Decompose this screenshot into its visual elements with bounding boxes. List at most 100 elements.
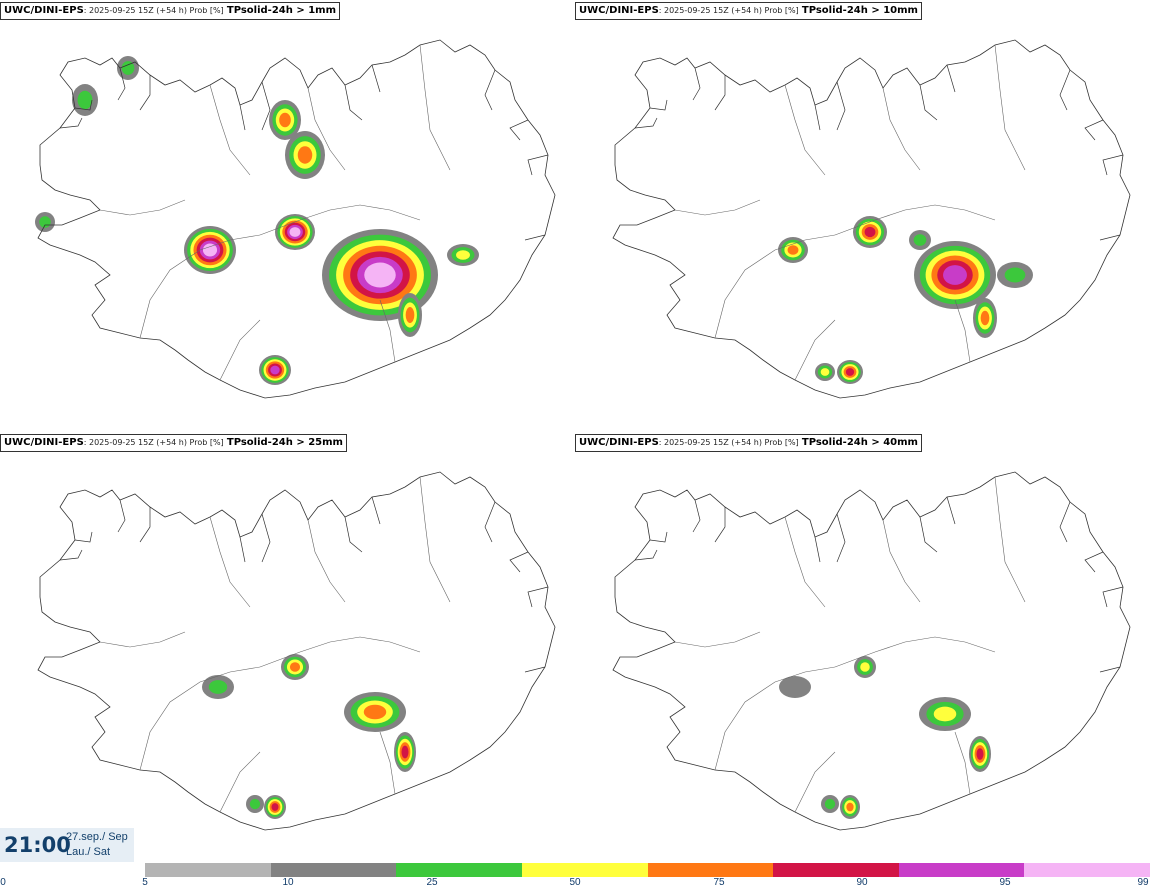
fjord-line xyxy=(814,81,846,131)
region-boundary xyxy=(714,666,836,771)
region-boundary xyxy=(259,636,421,668)
region-boundary xyxy=(379,731,396,795)
fjord-line xyxy=(524,586,549,673)
panel-title: UWC/DINI-EPS: 2025-09-25 15Z (+54 h) Pro… xyxy=(575,2,922,20)
probability-area xyxy=(77,90,93,110)
region-boundary xyxy=(714,234,836,339)
fjord-line xyxy=(634,531,668,561)
legend-tick-label: 75 xyxy=(713,877,725,888)
probability-area xyxy=(1004,267,1026,283)
fjord-line xyxy=(1059,501,1104,573)
panel-title: UWC/DINI-EPS: 2025-09-25 15Z (+54 h) Pro… xyxy=(0,2,341,20)
probability-area xyxy=(456,250,470,260)
valid-time-box: 21:00 27.sep./ Sep Lau./ Sat xyxy=(0,828,134,862)
map-panel-1mm: UWC/DINI-EPS: 2025-09-25 15Z (+54 h) Pro… xyxy=(0,0,575,430)
region-boundary xyxy=(99,199,186,216)
probability-area xyxy=(202,243,218,257)
fjord-line xyxy=(1099,154,1124,241)
region-boundary xyxy=(784,84,826,176)
legend-tick-label: 99 xyxy=(1137,877,1149,888)
fjord-line xyxy=(692,67,726,111)
legend-swatch xyxy=(647,863,774,877)
legend-swatch xyxy=(1024,863,1150,877)
probability-area xyxy=(39,216,51,228)
probability-area xyxy=(363,704,387,720)
region-boundary xyxy=(834,636,996,668)
region-boundary xyxy=(674,631,761,648)
probability-area xyxy=(364,262,396,288)
probability-area xyxy=(249,798,261,810)
probability-area xyxy=(864,226,876,238)
region-boundary xyxy=(834,204,996,236)
region-boundary xyxy=(139,666,261,771)
legend-tick-label: 90 xyxy=(856,877,868,888)
probability-area xyxy=(943,265,967,285)
fjord-line xyxy=(1059,69,1104,141)
region-boundary xyxy=(674,199,761,216)
probability-area xyxy=(208,680,228,694)
probability-area xyxy=(820,368,830,376)
region-boundary xyxy=(882,87,921,171)
region-boundary xyxy=(307,87,346,171)
legend-swatch xyxy=(898,863,1025,877)
region-boundary xyxy=(219,751,261,813)
fjord-line xyxy=(59,531,93,561)
fjord-line xyxy=(484,69,529,141)
region-boundary xyxy=(419,476,451,603)
probability-area xyxy=(270,365,280,375)
region-boundary xyxy=(209,516,251,608)
coastline xyxy=(612,471,1131,831)
probability-area xyxy=(401,745,409,759)
fjord-line xyxy=(239,81,271,131)
coastline xyxy=(37,471,556,831)
probability-area xyxy=(297,146,313,164)
legend-swatch xyxy=(773,863,899,877)
probability-area xyxy=(846,802,854,812)
probability-area xyxy=(860,662,870,672)
color-legend xyxy=(145,863,1150,877)
region-boundary xyxy=(219,319,261,381)
legend-tick-label: 50 xyxy=(569,877,581,888)
fjord-line xyxy=(344,64,381,121)
probability-area xyxy=(121,61,135,75)
region-boundary xyxy=(794,751,836,813)
fjord-line xyxy=(919,496,956,553)
iceland-map xyxy=(612,471,1131,831)
coastline xyxy=(612,39,1131,399)
region-boundary xyxy=(307,519,346,603)
region-boundary xyxy=(419,44,451,171)
iceland-map xyxy=(37,471,556,831)
fjord-line xyxy=(814,513,846,563)
fjord-line xyxy=(239,513,271,563)
region-boundary xyxy=(259,204,421,236)
fjord-line xyxy=(692,499,726,543)
probability-area xyxy=(787,245,799,255)
region-boundary xyxy=(379,299,396,363)
fjord-line xyxy=(59,99,93,129)
region-boundary xyxy=(99,631,186,648)
map-panel-25mm: UWC/DINI-EPS: 2025-09-25 15Z (+54 h) Pro… xyxy=(0,432,575,862)
fjord-line xyxy=(117,67,151,111)
legend-tick-label: 25 xyxy=(426,877,438,888)
fjord-line xyxy=(484,501,529,573)
valid-time: 21:00 xyxy=(4,833,71,857)
valid-date: 27.sep./ Sep xyxy=(66,831,128,843)
legend-swatch xyxy=(145,863,271,877)
probability-area xyxy=(289,227,301,237)
panel-title: UWC/DINI-EPS: 2025-09-25 15Z (+54 h) Pro… xyxy=(0,434,347,452)
fjord-line xyxy=(524,154,549,241)
legend-swatch xyxy=(521,863,648,877)
coastline xyxy=(37,39,556,399)
region-boundary xyxy=(882,519,921,603)
region-boundary xyxy=(994,476,1026,603)
legend-swatch xyxy=(270,863,397,877)
iceland-map xyxy=(35,39,556,399)
legend-tick-label: 95 xyxy=(999,877,1011,888)
fjord-line xyxy=(634,99,668,129)
region-boundary xyxy=(139,234,261,339)
region-boundary xyxy=(794,319,836,381)
region-boundary xyxy=(954,299,971,363)
probability-area xyxy=(279,112,291,128)
legend-tick-label: 10 xyxy=(282,877,294,888)
fjord-line xyxy=(117,499,151,543)
